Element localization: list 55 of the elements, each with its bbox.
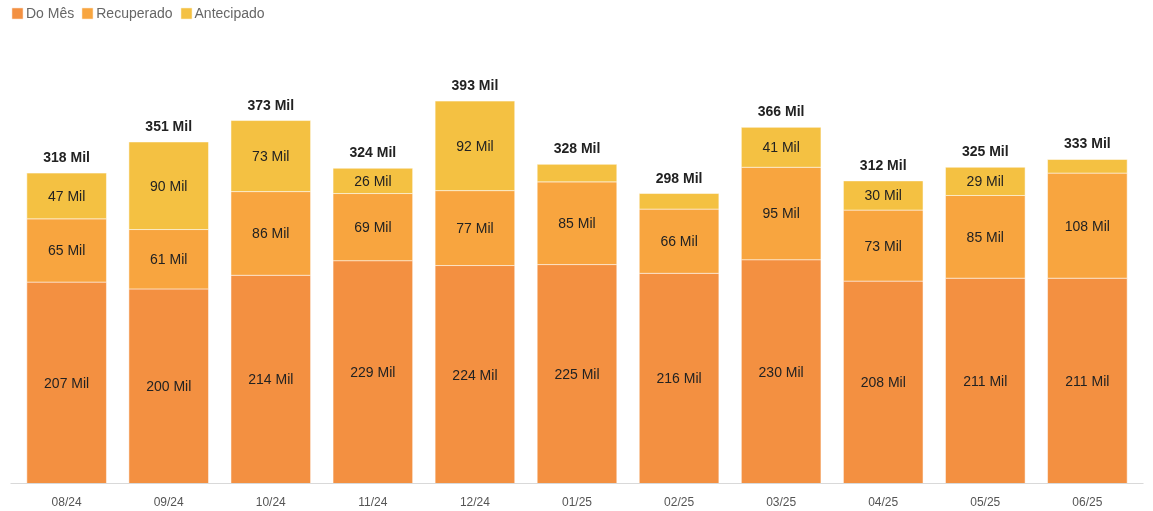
- data-label: 108 Mil: [1064, 217, 1110, 234]
- total-label: 298 Mil: [655, 169, 703, 186]
- total-label: 324 Mil: [349, 144, 397, 161]
- x-tick-label: 12/24: [459, 494, 491, 509]
- data-label: 216 Mil: [656, 370, 702, 387]
- data-label: 208 Mil: [860, 374, 906, 391]
- data-label: 85 Mil: [966, 228, 1004, 245]
- x-tick-label: 04/25: [868, 494, 899, 509]
- x-tick-label: 01/25: [561, 494, 593, 509]
- data-label: 92 Mil: [456, 137, 494, 154]
- data-label: 73 Mil: [864, 237, 902, 254]
- data-label: 65 Mil: [47, 242, 86, 259]
- data-label: 69 Mil: [354, 219, 392, 236]
- data-label: 86 Mil: [252, 225, 290, 242]
- total-label: 351 Mil: [145, 117, 193, 134]
- legend-label: Antecipado: [194, 5, 265, 21]
- data-label: 29 Mil: [966, 173, 1004, 190]
- legend-label: Recuperado: [96, 5, 173, 21]
- total-label: 318 Mil: [43, 149, 90, 166]
- data-label: 41 Mil: [762, 139, 800, 156]
- data-label: 26 Mil: [354, 172, 392, 189]
- x-tick-label: 05/25: [970, 494, 1001, 509]
- data-label: 207 Mil: [44, 374, 90, 391]
- x-tick-label: 10/24: [255, 494, 287, 509]
- x-tick-label: 03/25: [766, 494, 797, 509]
- total-label: 366 Mil: [757, 103, 805, 120]
- x-tick-label: 08/24: [51, 494, 82, 509]
- data-label: 77 Mil: [456, 220, 494, 237]
- data-label: 225 Mil: [554, 366, 600, 383]
- data-label: 66 Mil: [660, 233, 698, 250]
- data-label: 214 Mil: [248, 371, 294, 388]
- data-label: 211 Mil: [963, 372, 1008, 389]
- total-label: 325 Mil: [961, 143, 1009, 160]
- total-label: 328 Mil: [553, 140, 601, 157]
- data-label: 229 Mil: [350, 364, 396, 381]
- data-label: 61 Mil: [150, 251, 188, 268]
- data-label: 224 Mil: [452, 366, 498, 383]
- data-label: 85 Mil: [558, 215, 596, 232]
- data-label: 230 Mil: [758, 363, 804, 380]
- x-tick-label: 11/24: [358, 494, 388, 509]
- total-label: 373 Mil: [247, 96, 295, 113]
- data-label: 211 Mil: [1065, 372, 1110, 389]
- x-tick-label: 06/25: [1072, 494, 1103, 509]
- legend-label: Do Mês: [26, 5, 75, 21]
- total-label: 333 Mil: [1064, 135, 1111, 152]
- data-label: 73 Mil: [252, 148, 290, 165]
- data-label: 90 Mil: [150, 177, 188, 194]
- total-label: 312 Mil: [859, 156, 907, 173]
- x-tick-label: 09/24: [153, 494, 185, 509]
- data-label: 47 Mil: [47, 187, 86, 204]
- data-label: 30 Mil: [864, 187, 902, 204]
- data-label: 95 Mil: [762, 205, 800, 222]
- total-label: 393 Mil: [451, 77, 499, 94]
- data-label: 200 Mil: [146, 378, 192, 395]
- x-tick-label: 02/25: [664, 494, 695, 509]
